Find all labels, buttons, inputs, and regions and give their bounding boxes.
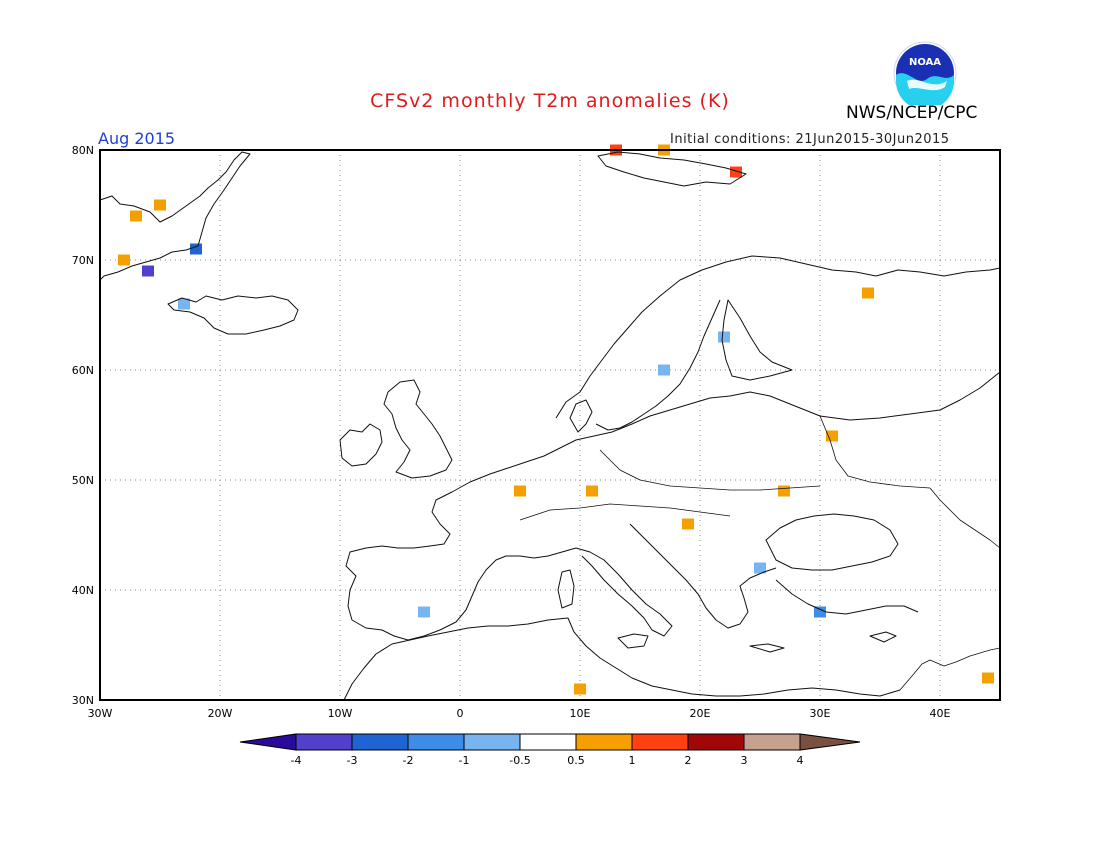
coastline-svalbard bbox=[597, 151, 747, 187]
coastline-italy bbox=[575, 547, 673, 637]
map-title: CFSv2 monthly T2m anomalies (K) bbox=[370, 90, 730, 112]
anomaly-cell bbox=[574, 683, 586, 695]
colorbar: -4 -3 -2 -1 -0.5 0.5 1 2 3 4 bbox=[239, 733, 861, 767]
map-frame bbox=[99, 149, 1001, 701]
coastline-iceland bbox=[167, 295, 299, 335]
anomaly-cell bbox=[130, 210, 142, 222]
colorbar-label: -1 bbox=[459, 754, 470, 767]
longitude-label: 30W bbox=[88, 707, 113, 720]
longitude-label: 10W bbox=[328, 707, 353, 720]
anomaly-cell bbox=[754, 562, 766, 574]
latitude-label: 50N bbox=[72, 474, 94, 487]
longitude-label: 0 bbox=[457, 707, 464, 720]
anomaly-cell bbox=[718, 331, 730, 343]
anomaly-cell bbox=[814, 606, 826, 618]
coastline-black-sea bbox=[765, 513, 899, 571]
coastline-greenland bbox=[99, 151, 251, 281]
latitude-label: 60N bbox=[72, 364, 94, 377]
colorbar-swatch bbox=[463, 733, 521, 751]
noaa-logo-text: NOAA bbox=[909, 57, 941, 68]
anomaly-cell bbox=[826, 430, 838, 442]
anomaly-cell bbox=[658, 364, 670, 376]
anomaly-cell bbox=[418, 606, 430, 618]
anomaly-cell bbox=[154, 199, 166, 211]
anomaly-cell bbox=[862, 287, 874, 299]
border-east bbox=[819, 415, 1001, 549]
anomaly-cell bbox=[586, 485, 598, 497]
anomaly-cell bbox=[682, 518, 694, 530]
coastline-corsica-sardinia bbox=[557, 569, 575, 609]
longitude-label: 20E bbox=[690, 707, 711, 720]
coastline-scandinavia bbox=[555, 255, 1001, 419]
longitude-labels: 30W 20W 10W 0 10E 20E 30E 40E bbox=[88, 707, 951, 720]
colorbar-swatch bbox=[519, 733, 577, 751]
forecast-month: Aug 2015 bbox=[98, 129, 176, 148]
colorbar-label: -4 bbox=[291, 754, 302, 767]
colorbar-label: 1 bbox=[629, 754, 636, 767]
colorbar-label: 0.5 bbox=[567, 754, 585, 767]
coastline-europe-west bbox=[345, 371, 1001, 641]
anomaly-cell bbox=[982, 672, 994, 684]
colorbar-label: 3 bbox=[741, 754, 748, 767]
coastline-cyprus bbox=[869, 631, 897, 643]
coastline-great-britain bbox=[383, 379, 453, 479]
latitude-label: 30N bbox=[72, 694, 94, 707]
colorbar-swatch bbox=[687, 733, 745, 751]
latitude-label: 40N bbox=[72, 584, 94, 597]
noaa-logo: NOAA bbox=[893, 41, 957, 105]
longitude-label: 30E bbox=[810, 707, 831, 720]
colorbar-swatch bbox=[407, 733, 465, 751]
anomaly-cell bbox=[118, 254, 130, 266]
colorbar-label: -2 bbox=[403, 754, 414, 767]
longitude-label: 20W bbox=[208, 707, 233, 720]
colorbar-swatch bbox=[351, 733, 409, 751]
anomaly-cell bbox=[178, 298, 190, 310]
anomaly-cell bbox=[142, 265, 154, 277]
colorbar-label: -3 bbox=[347, 754, 358, 767]
latitude-labels: 80N 70N 60N 50N 40N 30N bbox=[72, 144, 94, 707]
colorbar-arrow-left bbox=[239, 733, 297, 751]
colorbar-swatch bbox=[295, 733, 353, 751]
grid-layer bbox=[100, 150, 1000, 700]
coastline-turkey bbox=[775, 579, 919, 615]
coastline-crete bbox=[749, 643, 785, 653]
coastline-denmark bbox=[569, 399, 593, 433]
colorbar-swatch bbox=[575, 733, 633, 751]
anomaly-cell bbox=[514, 485, 526, 497]
colorbar-label: 2 bbox=[685, 754, 692, 767]
longitude-label: 10E bbox=[570, 707, 591, 720]
coastline-middle-east bbox=[899, 647, 1001, 691]
coastline-sicily bbox=[617, 633, 649, 649]
border-alps bbox=[519, 503, 731, 521]
colorbar-arrow-right bbox=[799, 733, 861, 751]
coastline-north-africa bbox=[343, 617, 901, 701]
latitude-label: 80N bbox=[72, 144, 94, 157]
border-central bbox=[599, 449, 821, 491]
colorbar-label: 4 bbox=[797, 754, 804, 767]
colorbar-label: -0.5 bbox=[509, 754, 530, 767]
anomaly-cell bbox=[730, 166, 742, 178]
organization-label: NWS/NCEP/CPC bbox=[846, 103, 978, 123]
anomaly-cell bbox=[778, 485, 790, 497]
colorbar-swatch bbox=[631, 733, 689, 751]
colorbar-swatch bbox=[743, 733, 801, 751]
coastline-finland bbox=[721, 299, 793, 381]
coastline-ireland bbox=[339, 423, 383, 467]
longitude-label: 40E bbox=[930, 707, 951, 720]
coastline-sweden-east bbox=[595, 299, 721, 431]
initial-conditions: Initial conditions: 21Jun2015-30Jun2015 bbox=[670, 132, 950, 147]
latitude-label: 70N bbox=[72, 254, 94, 267]
anomaly-cell bbox=[190, 243, 202, 255]
coastline-layer bbox=[99, 151, 1001, 701]
coastline-balkans bbox=[629, 523, 777, 629]
